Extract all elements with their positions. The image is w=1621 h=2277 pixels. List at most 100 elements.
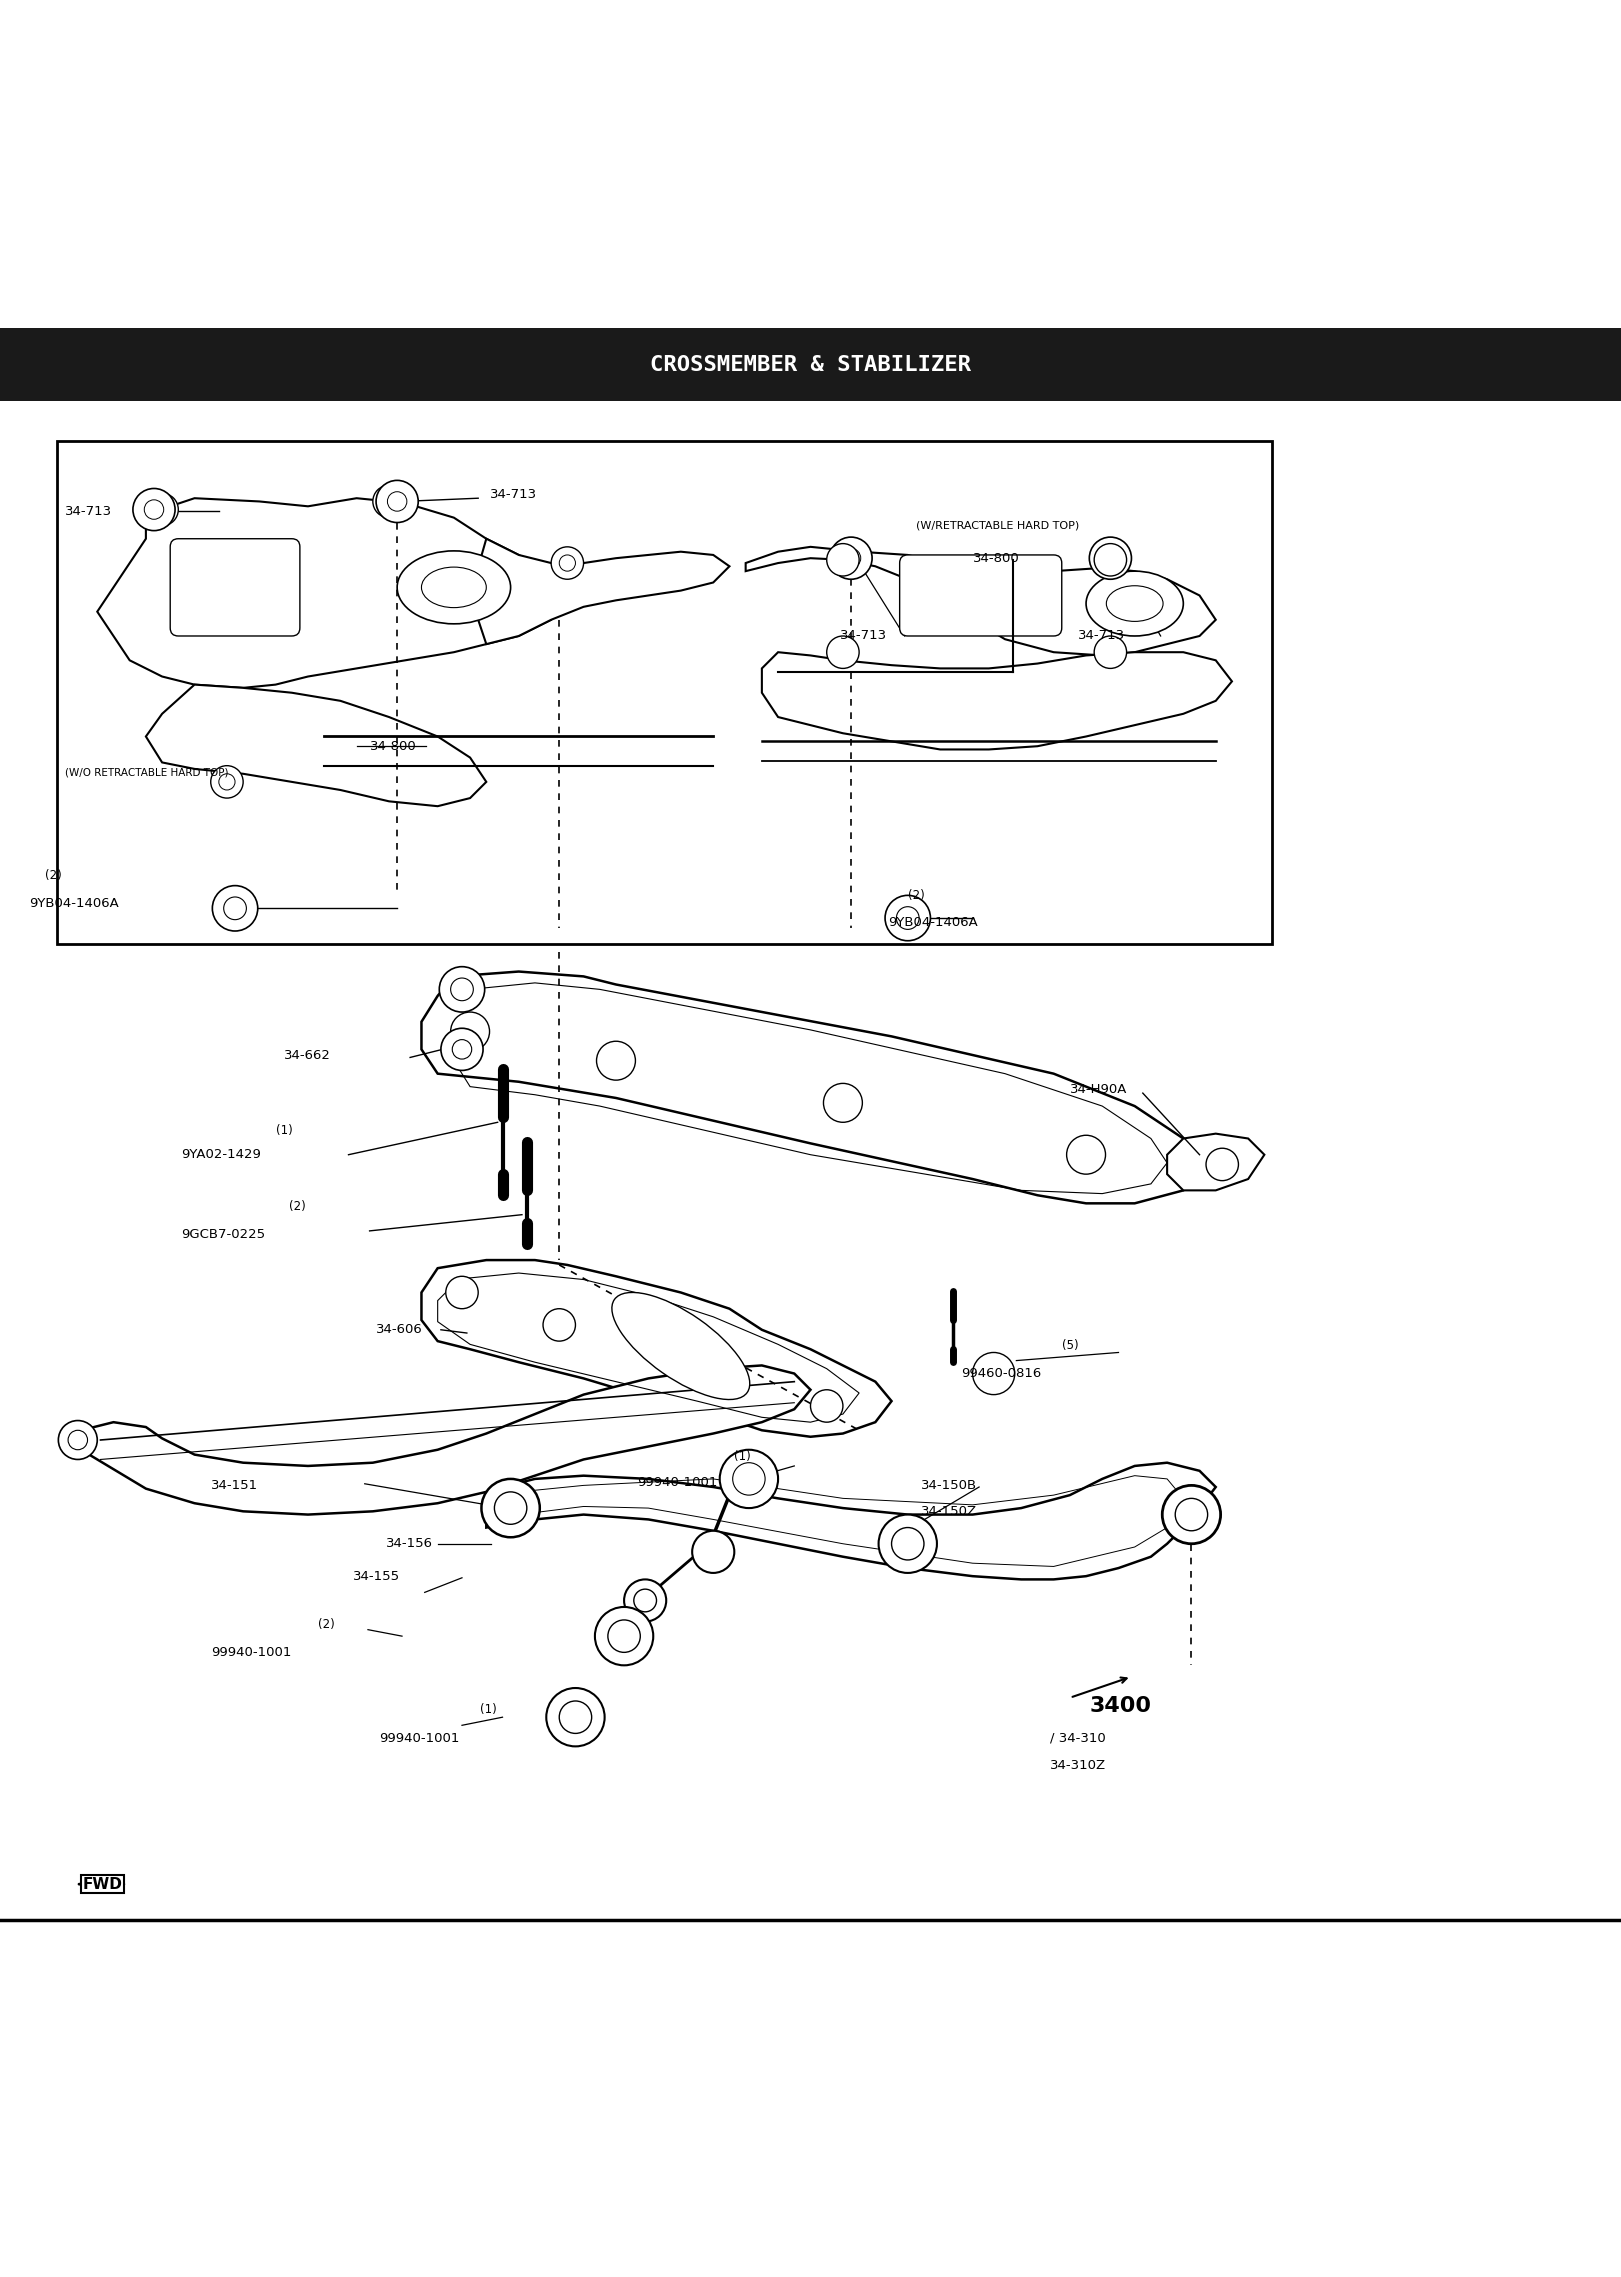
Text: (1): (1) [276,1125,292,1136]
Circle shape [1067,1136,1106,1175]
Text: 99460-0816: 99460-0816 [961,1366,1042,1380]
Text: 9YB04-1406A: 9YB04-1406A [29,897,118,911]
Circle shape [212,886,258,931]
Circle shape [376,480,418,521]
Text: 34-150Z: 34-150Z [921,1505,977,1519]
FancyBboxPatch shape [900,556,1062,635]
Text: (W/RETRACTABLE HARD TOP): (W/RETRACTABLE HARD TOP) [916,521,1080,531]
Text: 34-800: 34-800 [370,740,417,754]
Text: 34-713: 34-713 [65,505,112,517]
Ellipse shape [397,551,511,624]
Circle shape [446,1277,478,1309]
Circle shape [830,537,872,578]
Text: CROSSMEMBER & STABILIZER: CROSSMEMBER & STABILIZER [650,355,971,376]
Text: 9GCB7-0225: 9GCB7-0225 [182,1227,266,1241]
Polygon shape [762,651,1232,749]
Text: FWD: FWD [83,1876,122,1892]
Circle shape [823,1084,862,1123]
Polygon shape [65,1366,811,1514]
Circle shape [481,1478,540,1537]
Circle shape [441,1029,483,1070]
Circle shape [810,1389,843,1423]
Text: (1): (1) [480,1703,496,1715]
Text: 34-151: 34-151 [211,1478,258,1491]
Circle shape [559,1701,592,1733]
Text: (2): (2) [908,888,924,902]
Circle shape [144,501,164,519]
Circle shape [692,1530,734,1573]
Text: 3400: 3400 [1089,1696,1151,1717]
Text: 34-713: 34-713 [490,490,537,501]
Circle shape [381,494,397,510]
Circle shape [634,1589,657,1612]
Ellipse shape [1086,572,1183,635]
Polygon shape [746,546,1216,656]
Text: 34-150B: 34-150B [921,1478,977,1491]
Bar [57,442,1272,945]
Circle shape [885,895,930,940]
Text: 34-713: 34-713 [840,628,887,642]
Circle shape [373,485,405,517]
Text: 99940-1001: 99940-1001 [379,1733,460,1744]
Circle shape [224,897,246,920]
Circle shape [551,546,584,578]
Circle shape [1089,537,1131,578]
Circle shape [892,1528,924,1560]
Circle shape [1101,549,1120,567]
Circle shape [608,1619,640,1653]
Bar [0,328,1621,401]
Circle shape [68,1430,88,1450]
Text: (2): (2) [45,870,62,883]
Polygon shape [421,1259,892,1437]
Circle shape [827,544,859,576]
Polygon shape [146,685,486,806]
Circle shape [841,549,861,567]
Text: 99940-1001: 99940-1001 [637,1475,718,1489]
Text: 9YB04-1406A: 9YB04-1406A [888,915,977,929]
Circle shape [559,556,575,572]
Circle shape [827,635,859,669]
Circle shape [451,1011,490,1052]
Circle shape [146,494,178,526]
Circle shape [733,1462,765,1496]
Polygon shape [470,540,729,644]
Circle shape [452,1041,472,1059]
Circle shape [624,1580,666,1621]
Circle shape [973,1353,1015,1394]
Circle shape [1162,1485,1221,1544]
Ellipse shape [1106,585,1164,622]
Circle shape [1094,544,1127,576]
Circle shape [546,1687,605,1746]
Circle shape [1175,1498,1208,1530]
Circle shape [896,906,919,929]
Text: 99940-1001: 99940-1001 [211,1646,292,1660]
Circle shape [387,492,407,510]
Circle shape [879,1514,937,1573]
Text: / 34-310: / 34-310 [1050,1733,1106,1744]
Circle shape [1094,635,1127,669]
Text: 34-310Z: 34-310Z [1050,1760,1107,1772]
Polygon shape [1167,1134,1264,1191]
FancyBboxPatch shape [170,540,300,635]
Text: (1): (1) [734,1450,751,1462]
Polygon shape [97,499,567,688]
Circle shape [494,1491,527,1523]
Text: (2): (2) [318,1619,334,1630]
Circle shape [597,1041,635,1079]
Circle shape [543,1309,575,1341]
Text: 34-713: 34-713 [1078,628,1125,642]
Text: 34-155: 34-155 [353,1569,400,1583]
Circle shape [58,1421,97,1460]
Circle shape [133,490,175,531]
Circle shape [1206,1148,1238,1182]
Circle shape [211,765,243,799]
Text: 9YA02-1429: 9YA02-1429 [182,1148,261,1161]
Circle shape [720,1450,778,1507]
Text: 34-156: 34-156 [386,1537,433,1551]
Ellipse shape [421,567,486,608]
Text: 34-606: 34-606 [376,1323,423,1337]
Text: (5): (5) [1062,1339,1078,1353]
Ellipse shape [611,1293,751,1400]
Circle shape [595,1608,653,1664]
Text: 34-662: 34-662 [284,1050,331,1063]
